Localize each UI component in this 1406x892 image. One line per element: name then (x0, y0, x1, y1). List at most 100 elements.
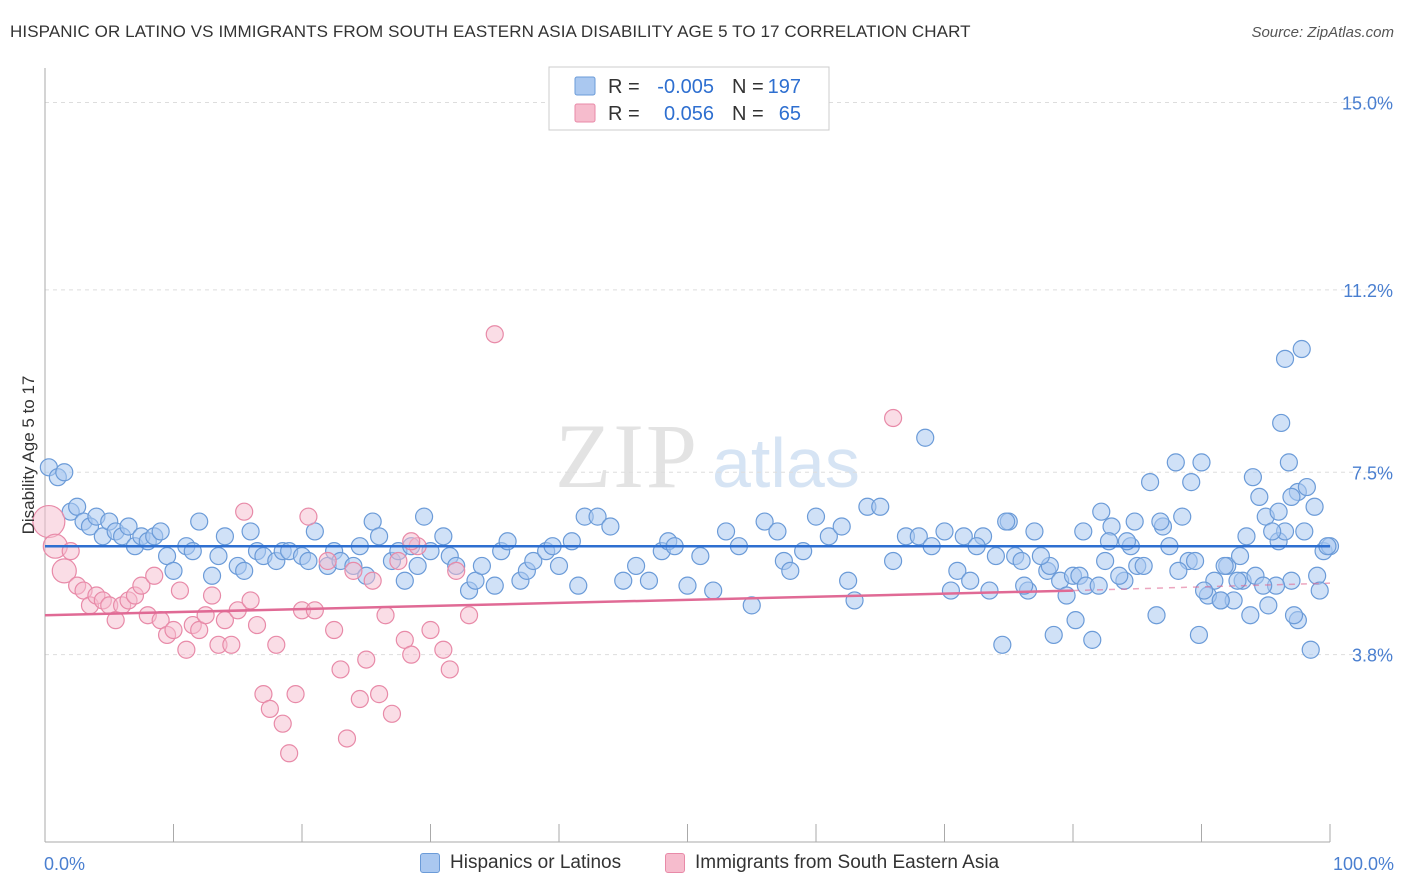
point-hispanics-150 (1110, 566, 1129, 585)
legend-n-value-2: 65 (779, 103, 801, 125)
point-immigrants-52 (382, 704, 402, 723)
point-immigrants-61 (459, 606, 479, 625)
point-hispanics-169 (1259, 596, 1278, 615)
point-hispanics-83 (742, 596, 761, 615)
point-hispanics-171 (1241, 606, 1260, 625)
point-hispanics-159 (1250, 487, 1269, 507)
legend-n-value-1: 197 (768, 76, 801, 98)
point-hispanics-132 (1230, 546, 1250, 566)
point-hispanics-99 (916, 428, 935, 447)
point-immigrants-38 (286, 685, 305, 704)
point-immigrants-35 (267, 635, 286, 654)
point-hispanics-58 (485, 576, 504, 595)
series-immigrants-points (32, 325, 903, 763)
point-hispanics-70 (588, 507, 607, 526)
point-hispanics-183 (1189, 625, 1209, 645)
point-hispanics-78 (678, 576, 697, 595)
point-hispanics-106 (986, 546, 1006, 566)
point-immigrants-31 (241, 591, 260, 610)
point-immigrants-47 (350, 689, 369, 709)
point-hispanics-148 (1066, 611, 1085, 630)
watermark: ZIP atlas (555, 405, 860, 507)
point-hispanics-24 (209, 546, 228, 566)
point-immigrants-60 (447, 561, 466, 580)
point-hispanics-74 (639, 571, 659, 590)
point-immigrants-62 (485, 325, 504, 344)
point-hispanics-186 (1134, 556, 1153, 576)
point-hispanics-193 (1031, 546, 1050, 566)
point-immigrants-36 (273, 714, 292, 733)
legend-swatch-hispanics (420, 853, 440, 873)
point-hispanics-153 (1173, 507, 1192, 526)
point-hispanics-128 (1192, 453, 1211, 472)
point-immigrants-46 (344, 561, 363, 580)
point-hispanics-165 (1310, 581, 1329, 600)
bottom-legend: Hispanics or Latinos Immigrants from Sou… (0, 852, 1406, 878)
watermark-atlas: atlas (712, 424, 860, 502)
point-hispanics-79 (691, 546, 710, 566)
point-immigrants-24 (196, 606, 215, 625)
point-hispanics-173 (1292, 339, 1311, 359)
point-hispanics-127 (1185, 551, 1205, 571)
point-hispanics-160 (1263, 522, 1282, 541)
point-hispanics-57 (472, 556, 491, 576)
point-hispanics-154 (1182, 473, 1201, 492)
point-hispanics-91 (832, 517, 851, 536)
legend-n-label-2: N = (732, 103, 764, 125)
legend-label-hispanics: Hispanics or Latinos (450, 852, 622, 873)
point-immigrants-34 (260, 699, 279, 718)
point-hispanics-68 (569, 576, 588, 595)
point-hispanics-185 (1151, 512, 1170, 531)
point-hispanics-63 (524, 551, 543, 571)
y-tick-label-1: 7.5% (1352, 463, 1393, 483)
point-immigrants-32 (247, 615, 267, 635)
source-credit: Source: ZipAtlas.com (1251, 24, 1394, 41)
point-hispanics-104 (961, 571, 980, 590)
point-hispanics-66 (549, 556, 569, 576)
point-hispanics-90 (819, 527, 838, 546)
point-hispanics-139 (1295, 522, 1314, 541)
point-hispanics-47 (395, 571, 414, 590)
point-immigrants-44 (331, 660, 350, 679)
point-immigrants-37 (280, 744, 299, 763)
point-hispanics-161 (1272, 413, 1291, 433)
x-tick-label-min: 0.0% (44, 854, 85, 874)
point-hispanics-102 (948, 561, 967, 580)
point-immigrants-58 (434, 640, 453, 659)
point-immigrants-49 (363, 571, 382, 590)
point-hispanics-50 (414, 507, 434, 526)
point-hispanics-27 (235, 561, 254, 580)
point-immigrants-48 (357, 650, 376, 669)
point-hispanics-190 (1074, 522, 1093, 541)
point-immigrants-55 (402, 645, 421, 664)
point-hispanics-12 (119, 517, 138, 536)
point-hispanics-133 (1237, 527, 1256, 546)
point-hispanics-89 (806, 507, 826, 526)
y-axis-label: Disability Age 5 to 17 (19, 376, 38, 535)
point-hispanics-147 (1044, 625, 1063, 645)
point-hispanics-175 (1297, 477, 1316, 497)
grid-lines (45, 102, 1390, 656)
point-hispanics-168 (1284, 606, 1304, 625)
point-immigrants-21 (177, 640, 196, 659)
legend-swatch-blue (574, 76, 596, 96)
point-hispanics-103 (954, 527, 973, 546)
point-hispanics-156 (1215, 556, 1234, 576)
point-immigrants-2 (51, 558, 77, 584)
legend-item-hispanics: Hispanics or Latinos (420, 852, 621, 874)
point-immigrants-50 (370, 685, 389, 704)
point-hispanics-84 (755, 512, 774, 531)
point-hispanics-96 (883, 551, 903, 571)
point-hispanics-72 (614, 571, 633, 590)
point-hispanics-145 (993, 635, 1012, 654)
point-hispanics-182 (1194, 581, 1214, 600)
point-hispanics-80 (704, 581, 723, 600)
point-hispanics-22 (190, 512, 209, 531)
point-immigrants-45 (337, 729, 357, 748)
point-hispanics-98 (909, 527, 928, 546)
point-immigrants-51 (376, 606, 395, 625)
point-immigrants-41 (305, 601, 324, 620)
point-hispanics-49 (408, 556, 427, 576)
point-hispanics-149 (1092, 502, 1111, 521)
